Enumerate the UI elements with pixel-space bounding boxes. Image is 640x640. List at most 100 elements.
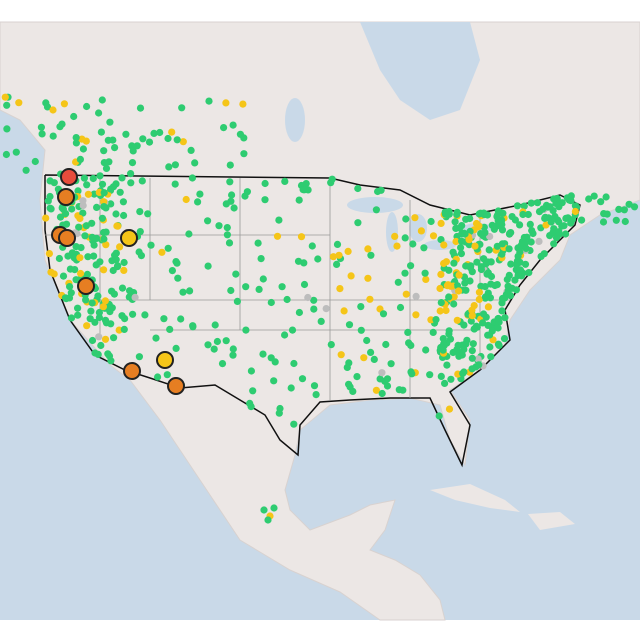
sensor[interactable] [488,327,496,335]
sensor[interactable] [220,124,228,132]
sensor[interactable] [72,134,80,142]
sensor[interactable] [229,121,237,129]
sensor[interactable] [145,138,154,146]
sensor[interactable] [205,97,213,105]
sensor[interactable] [290,359,298,368]
sensor[interactable] [427,316,435,324]
sensor[interactable] [100,235,108,243]
sensor[interactable] [353,373,361,381]
sensor[interactable] [302,180,310,188]
sensor[interactable] [89,174,97,183]
sensor-highlight[interactable] [57,188,75,206]
sensor[interactable] [72,139,80,147]
sensor[interactable] [379,310,388,318]
sensor[interactable] [72,276,80,284]
sensor[interactable] [519,210,527,219]
sensor[interactable] [129,147,137,155]
sensor[interactable] [94,350,102,358]
sensor-highlight[interactable] [60,168,78,186]
sensor[interactable] [460,345,468,353]
sensor[interactable] [229,351,237,359]
sensor[interactable] [485,246,493,254]
sensor[interactable] [479,319,487,327]
sensor[interactable] [343,363,351,371]
sensor[interactable] [127,170,135,178]
sensor[interactable] [401,234,409,242]
sensor[interactable] [186,287,194,295]
sensor[interactable] [246,399,254,407]
sensor[interactable] [74,187,82,195]
sensor[interactable] [102,228,110,236]
sensor[interactable] [335,251,343,259]
sensor[interactable] [436,307,444,315]
sensor[interactable] [486,343,494,351]
sensor[interactable] [273,232,282,240]
sensor[interactable] [178,104,186,112]
sensor[interactable] [364,274,372,282]
sensor[interactable] [429,232,438,240]
sensor[interactable] [337,351,345,359]
sensor[interactable] [445,293,453,301]
sensor[interactable] [525,269,533,277]
sensor[interactable] [457,244,465,252]
sensor[interactable] [412,292,420,300]
sensor[interactable] [223,231,231,239]
sensor[interactable] [462,215,470,223]
sensor[interactable] [440,259,448,268]
sensor[interactable] [562,230,570,238]
sensor[interactable] [261,196,269,204]
sensor[interactable] [463,336,471,344]
sensor[interactable] [100,159,108,167]
sensor[interactable] [49,106,57,114]
sensor[interactable] [357,303,365,311]
sensor[interactable] [3,125,11,133]
sensor[interactable] [259,275,267,283]
sensor[interactable] [211,321,219,329]
sensor[interactable] [481,293,489,301]
sensor[interactable] [75,223,83,231]
sensor[interactable] [95,333,103,341]
sensor[interactable] [31,157,39,166]
sensor[interactable] [47,268,55,276]
sensor[interactable] [520,202,528,210]
sensor[interactable] [120,325,128,333]
sensor[interactable] [98,180,107,188]
sensor[interactable] [506,292,515,300]
sensor[interactable] [300,280,309,289]
sensor[interactable] [429,328,437,336]
sensor[interactable] [394,278,402,286]
sensor[interactable] [107,200,115,208]
sensor[interactable] [360,354,368,362]
sensor[interactable] [357,326,365,334]
sensor[interactable] [408,370,416,378]
sensor[interactable] [154,373,162,381]
sensor[interactable] [37,123,46,131]
sensor[interactable] [218,360,227,368]
sensor[interactable] [300,186,308,194]
sensor[interactable] [86,315,94,323]
sensor[interactable] [278,283,286,291]
sensor[interactable] [227,286,235,295]
sensor[interactable] [255,285,263,293]
sensor[interactable] [527,238,535,246]
sensor[interactable] [470,325,478,333]
sensor[interactable] [465,236,473,244]
sensor[interactable] [567,219,575,227]
sensor[interactable] [81,232,89,240]
sensor[interactable] [165,163,173,171]
sensor[interactable] [441,379,449,387]
sensor[interactable] [560,222,568,230]
sensor[interactable] [215,222,223,230]
sensor[interactable] [270,504,278,512]
sensor[interactable] [578,216,586,224]
sensor[interactable] [437,299,445,307]
sensor[interactable] [144,210,152,218]
sensor[interactable] [514,252,522,260]
sensor[interactable] [135,353,143,361]
sensor[interactable] [551,212,559,221]
sensor[interactable] [422,275,430,283]
sensor[interactable] [254,239,262,247]
sensor[interactable] [469,340,477,348]
sensor[interactable] [42,214,50,222]
sensor[interactable] [107,357,115,365]
